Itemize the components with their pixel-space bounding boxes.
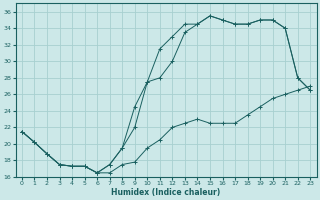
X-axis label: Humidex (Indice chaleur): Humidex (Indice chaleur) <box>111 188 221 197</box>
